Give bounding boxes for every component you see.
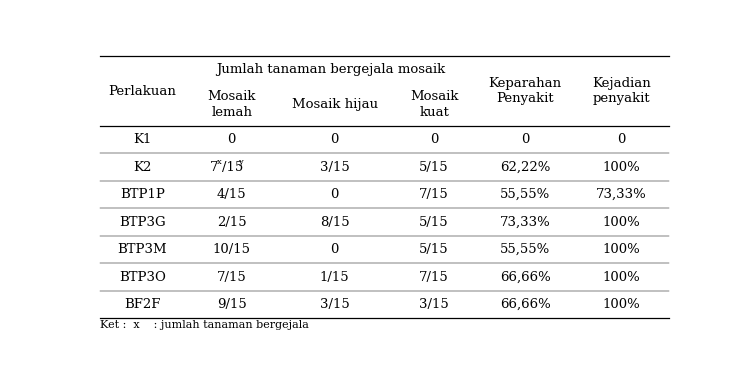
Text: 5/15: 5/15 — [419, 216, 449, 229]
Text: 100%: 100% — [602, 298, 640, 311]
Text: 55,55%: 55,55% — [500, 243, 550, 256]
Text: Kejadian
penyakit: Kejadian penyakit — [592, 77, 650, 105]
Text: 7/15: 7/15 — [419, 271, 449, 284]
Text: 4/15: 4/15 — [217, 188, 247, 201]
Text: 0: 0 — [521, 133, 530, 146]
Text: 0: 0 — [430, 133, 438, 146]
Text: 0: 0 — [331, 133, 339, 146]
Text: 3/15: 3/15 — [419, 298, 449, 311]
Text: 100%: 100% — [602, 243, 640, 256]
Text: 7/15: 7/15 — [217, 271, 247, 284]
Text: 3/15: 3/15 — [320, 160, 350, 174]
Text: 7: 7 — [209, 160, 218, 174]
Text: 62,22%: 62,22% — [500, 160, 550, 174]
Text: 0: 0 — [331, 243, 339, 256]
Text: 5/15: 5/15 — [419, 243, 449, 256]
Text: Mosaik
kuat: Mosaik kuat — [410, 90, 458, 119]
Text: 0: 0 — [331, 188, 339, 201]
Text: x: x — [217, 158, 221, 166]
Text: 5/15: 5/15 — [419, 160, 449, 174]
Text: 66,66%: 66,66% — [500, 271, 550, 284]
Text: 2/15: 2/15 — [217, 216, 247, 229]
Text: BF2F: BF2F — [124, 298, 160, 311]
Text: Mosaik
lemah: Mosaik lemah — [208, 90, 256, 119]
Text: 0: 0 — [227, 133, 236, 146]
Text: Mosaik hijau: Mosaik hijau — [292, 98, 378, 111]
Text: 7/15: 7/15 — [419, 188, 449, 201]
Text: 73,33%: 73,33% — [500, 216, 550, 229]
Text: BTP1P: BTP1P — [120, 188, 165, 201]
Text: y: y — [238, 158, 243, 166]
Text: 8/15: 8/15 — [320, 216, 350, 229]
Text: BTP3M: BTP3M — [118, 243, 167, 256]
Text: BTP3O: BTP3O — [119, 271, 166, 284]
Text: 9/15: 9/15 — [217, 298, 247, 311]
Text: 1/15: 1/15 — [320, 271, 350, 284]
Text: Keparahan
Penyakit: Keparahan Penyakit — [488, 77, 562, 105]
Text: Ket :  x    : jumlah tanaman bergejala: Ket : x : jumlah tanaman bergejala — [100, 320, 308, 330]
Text: BTP3G: BTP3G — [119, 216, 166, 229]
Text: K2: K2 — [134, 160, 152, 174]
Text: 66,66%: 66,66% — [500, 298, 550, 311]
Text: 100%: 100% — [602, 271, 640, 284]
Text: 0: 0 — [617, 133, 626, 146]
Text: Jumlah tanaman bergejala mosaik: Jumlah tanaman bergejala mosaik — [217, 63, 446, 76]
Text: Perlakuan: Perlakuan — [109, 85, 176, 98]
Text: 55,55%: 55,55% — [500, 188, 550, 201]
Text: K1: K1 — [134, 133, 152, 146]
Text: 3/15: 3/15 — [320, 298, 350, 311]
Text: 73,33%: 73,33% — [596, 188, 646, 201]
Text: 100%: 100% — [602, 216, 640, 229]
Text: /15: /15 — [222, 160, 243, 174]
Text: 10/15: 10/15 — [213, 243, 250, 256]
Text: 100%: 100% — [602, 160, 640, 174]
